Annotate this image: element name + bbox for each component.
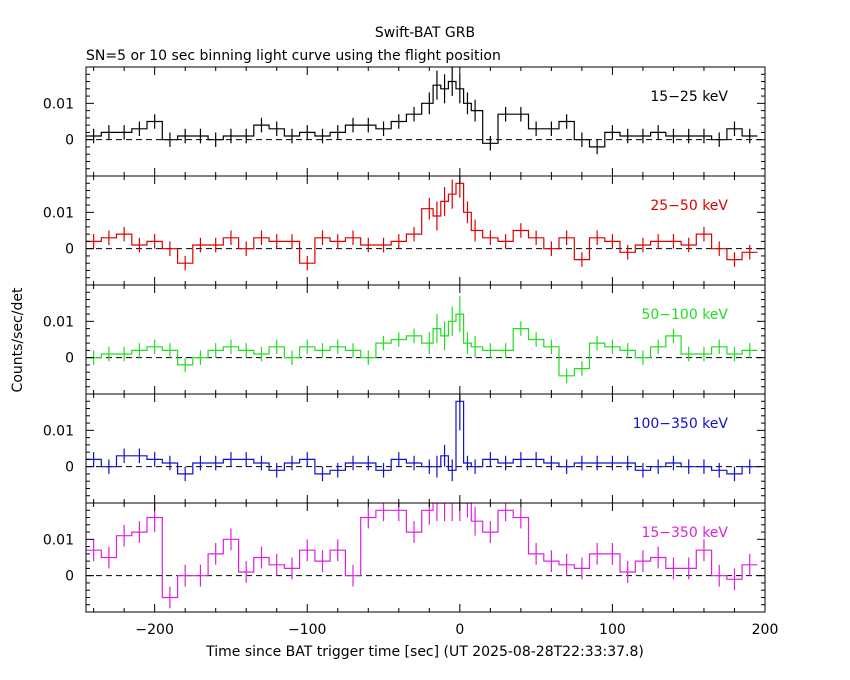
- chart-subtitle: SN=5 or 10 sec binning light curve using…: [86, 48, 501, 64]
- y-tick-label: 0.01: [43, 314, 74, 330]
- series-line: [86, 313, 758, 377]
- x-tick-label: 100: [599, 622, 626, 638]
- series-label: 50−100 keV: [641, 307, 728, 323]
- series-group: [86, 67, 758, 155]
- y-tick-label: 0: [65, 460, 74, 476]
- panel-5: 0 0.01 15−350 keV: [43, 502, 766, 613]
- panel-frame: [85, 502, 766, 613]
- series-group: [86, 503, 758, 609]
- y-tick-label: 0: [65, 569, 74, 585]
- series-group: [86, 176, 758, 271]
- y-tick-label: 0: [65, 351, 74, 367]
- series-label: 25−50 keV: [650, 198, 728, 214]
- y-tick-label: 0.01: [43, 423, 74, 439]
- y-tick-label: 0.01: [43, 96, 74, 112]
- x-tick-label: 0: [455, 622, 464, 638]
- y-tick-label: 0.01: [43, 532, 74, 548]
- series-group: [86, 295, 758, 384]
- x-axis-label: Time since BAT trigger time [sec] (UT 20…: [205, 644, 644, 660]
- series-line: [86, 182, 758, 264]
- x-tick-label: −100: [288, 622, 326, 638]
- series-label: 15−25 keV: [650, 89, 728, 105]
- y-tick-label: 0: [65, 133, 74, 149]
- y-axis-label: Counts/sec/det: [10, 287, 26, 392]
- panel-3: 0 0.01 50−100 keV: [43, 284, 766, 395]
- x-tick-label: −200: [135, 622, 173, 638]
- y-tick-label: 0.01: [43, 205, 74, 221]
- chart-title: Swift-BAT GRB: [375, 25, 475, 41]
- series-line: [86, 80, 758, 148]
- series-line: [86, 503, 758, 599]
- series-label: 15−350 keV: [641, 525, 728, 541]
- y-tick-label: 0: [65, 242, 74, 258]
- series-label: 100−350 keV: [633, 416, 729, 432]
- x-tick-label: 200: [752, 622, 779, 638]
- panels-group: 0 0.01 15−25 keV 0 0.01 25−50 keV 0 0.01 50−100 …: [43, 66, 779, 638]
- panel-1: 0 0.01 15−25 keV: [43, 66, 766, 177]
